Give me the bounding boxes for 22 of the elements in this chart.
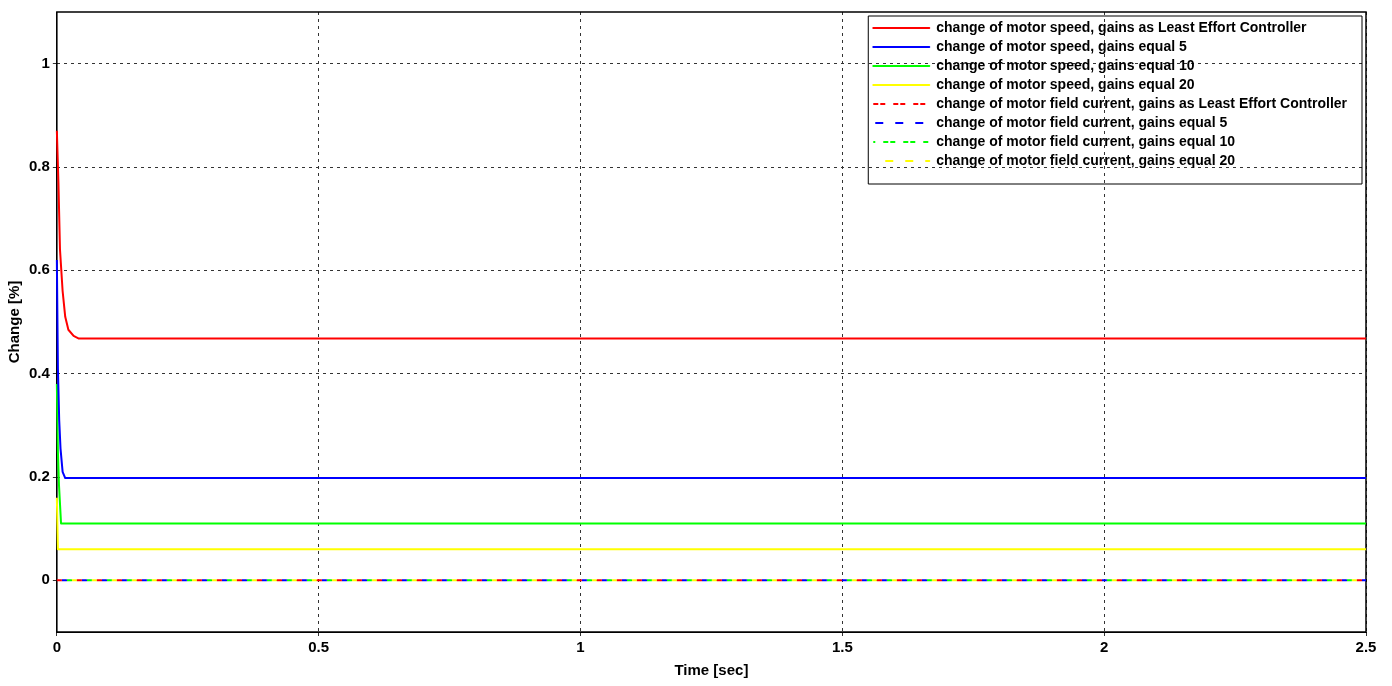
legend-label: change of motor field current, gains equal 10 — [936, 132, 1236, 149]
y-tick-label: 0 — [41, 570, 50, 588]
y-tick-label: 0.4 — [28, 363, 51, 381]
x-axis-title: Time [sec] — [674, 661, 749, 679]
legend-label: change of motor speed, gains as Least Effort Controller — [936, 18, 1308, 35]
x-tick-label: 0 — [52, 638, 62, 656]
legend-label: change of motor speed, gains equal 5 — [936, 37, 1187, 54]
x-tick-label: 0.5 — [308, 638, 330, 656]
legend-label: change of motor speed, gains equal 10 — [936, 56, 1195, 73]
y-tick-label: 0.6 — [28, 260, 50, 278]
y-tick-label: 0.8 — [28, 157, 50, 175]
y-tick-label: 0.2 — [28, 467, 50, 485]
legend-label: change of motor field current, gains equal 20 — [936, 151, 1236, 168]
x-tick-label: 2 — [1100, 638, 1109, 656]
x-tick-label: 1 — [576, 638, 585, 656]
legend-label: change of motor field current, gains equal 5 — [936, 113, 1228, 130]
legend-label: change of motor speed, gains equal 20 — [936, 75, 1195, 92]
y-axis-title: Change [%] — [5, 280, 23, 364]
legend-label: change of motor field current, gains as Least Effort Controller — [936, 94, 1348, 111]
x-tick-label: 2.5 — [1355, 638, 1377, 656]
y-tick-label: 1 — [41, 53, 50, 71]
x-tick-label: 1.5 — [831, 638, 853, 656]
